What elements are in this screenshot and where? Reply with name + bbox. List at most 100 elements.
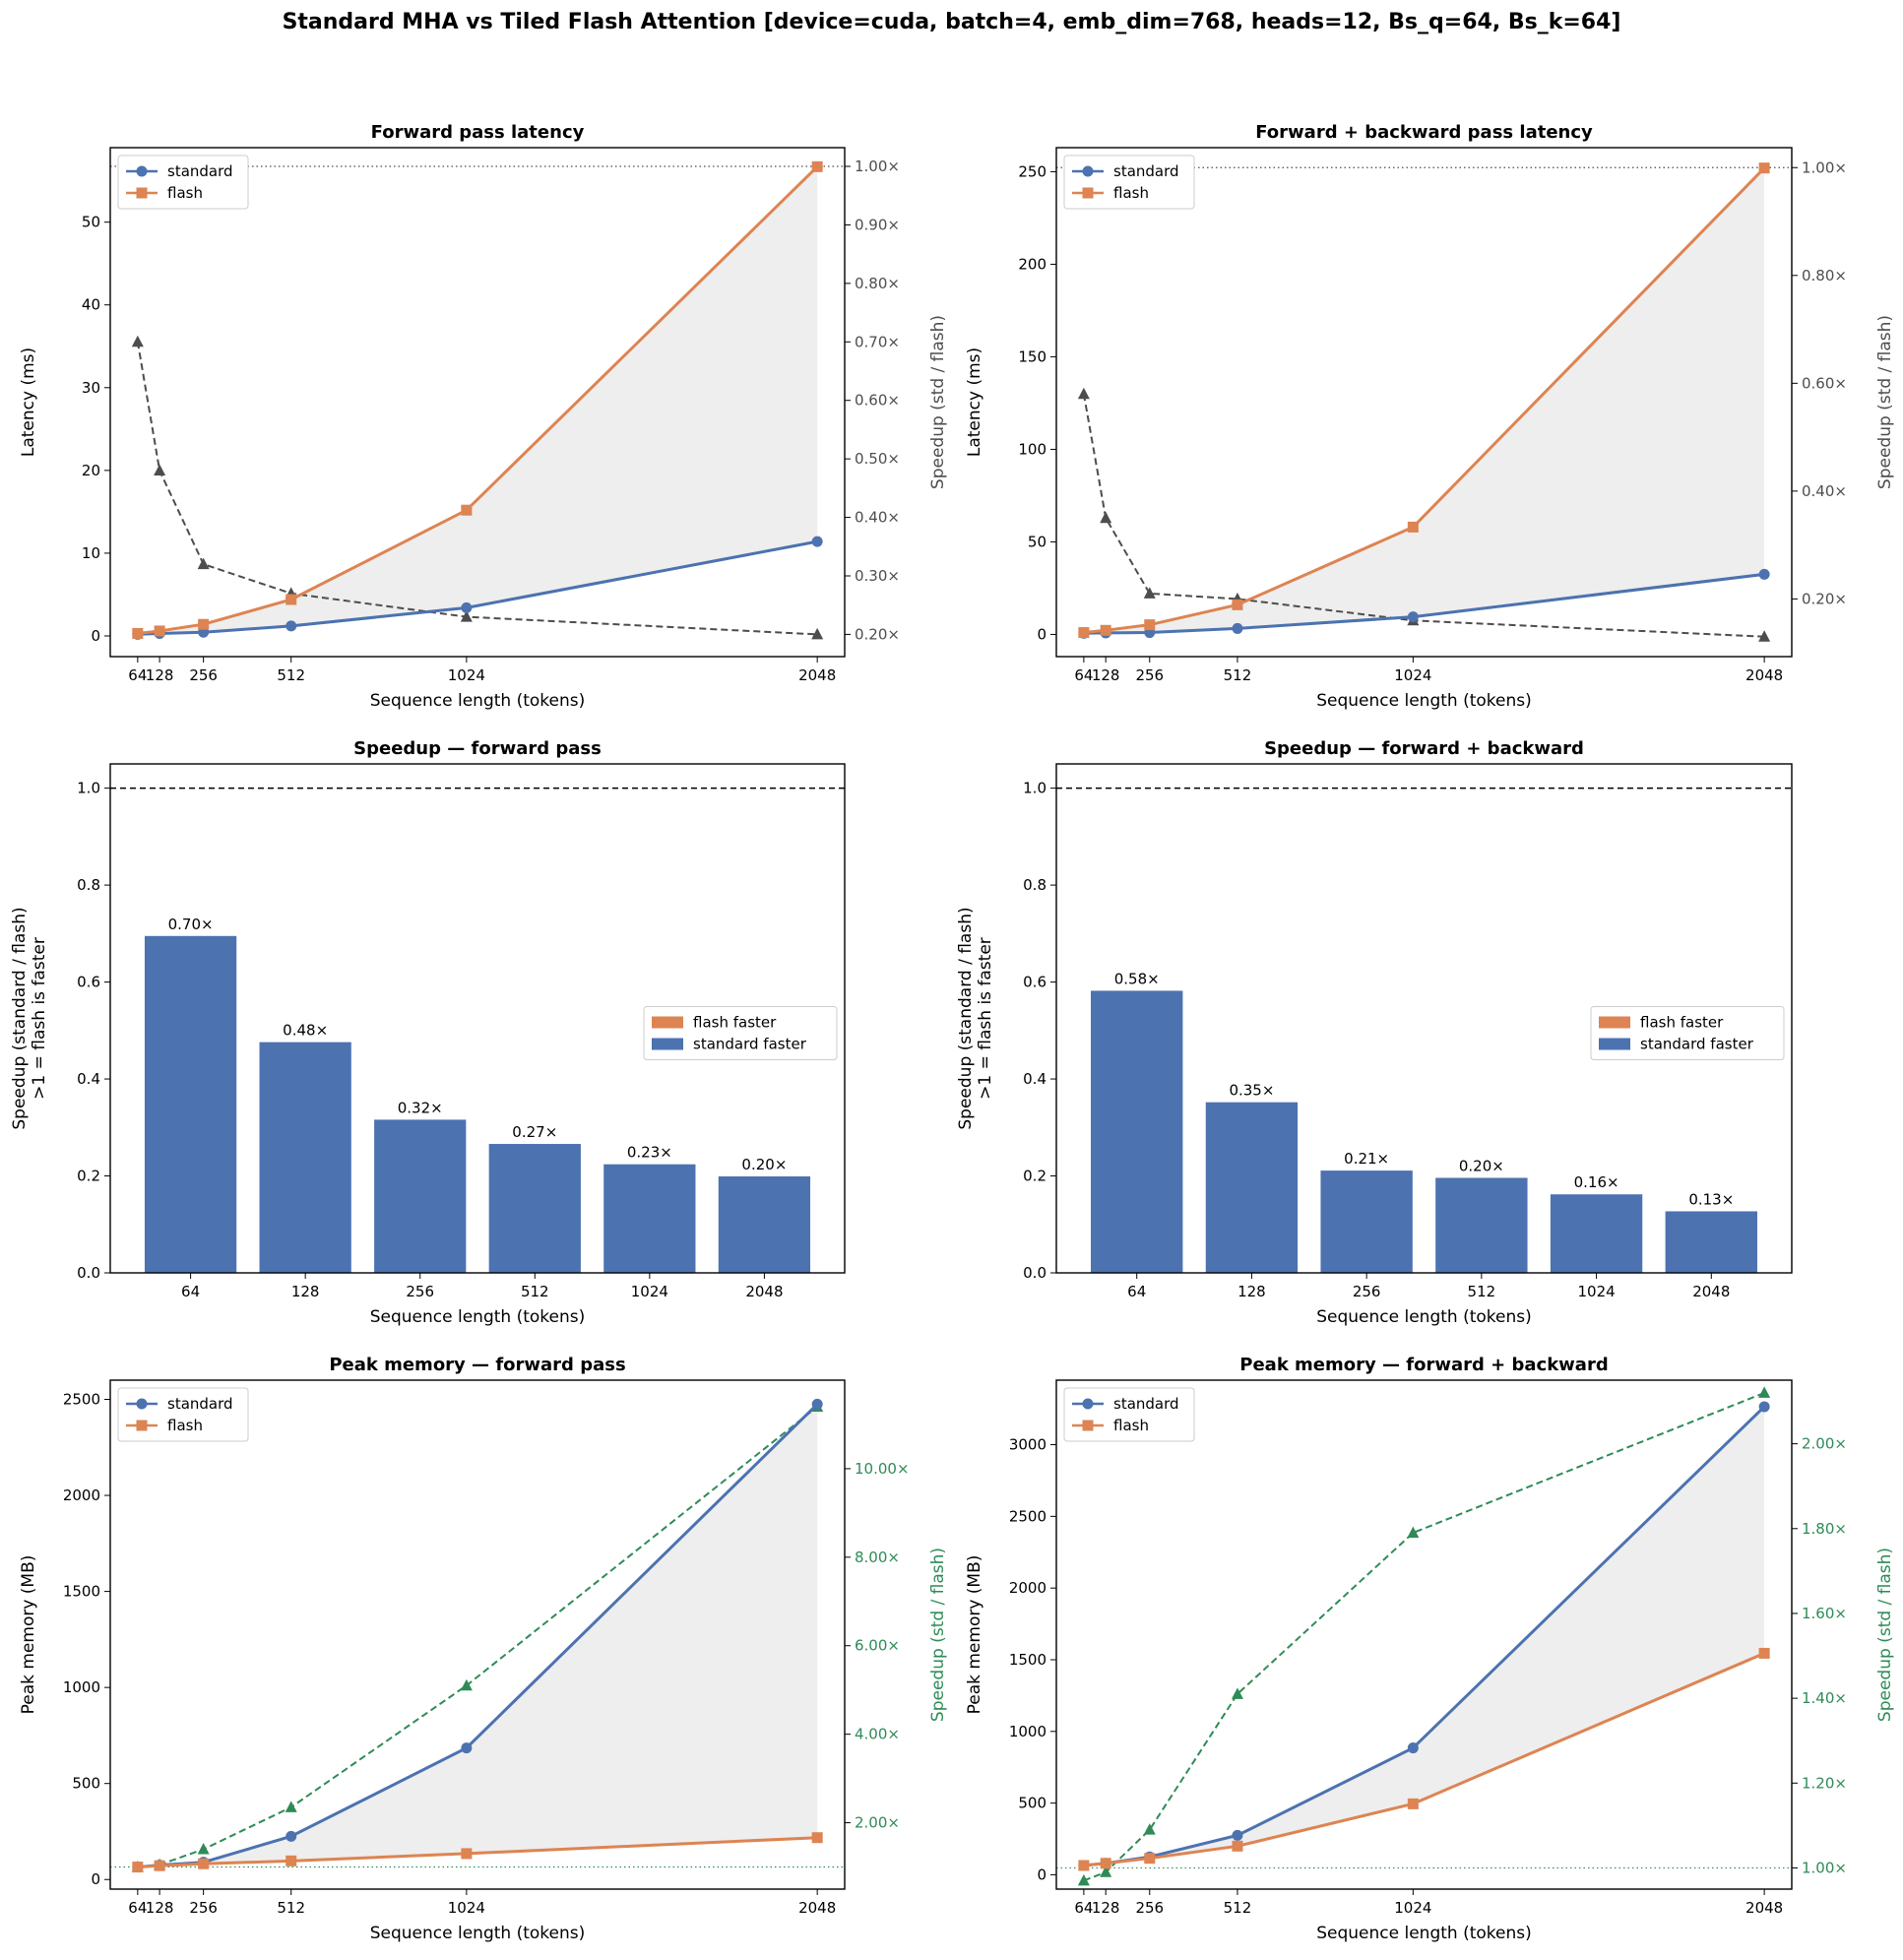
axes-frame (109, 147, 846, 658)
flash-point (132, 1862, 144, 1873)
legend-box (117, 155, 249, 210)
x-tick-label: 2048 (1745, 1899, 1783, 1917)
speedup-bar-512 (488, 1144, 581, 1273)
legend-marker-standard (136, 165, 148, 177)
speedup-bar-128 (1205, 1102, 1299, 1273)
standard-point (811, 536, 823, 547)
flash-point (461, 504, 473, 516)
y2-tick-label: 0.20× (855, 625, 900, 643)
flash-point (461, 1848, 473, 1860)
bar-value-label: 0.20× (1459, 1157, 1504, 1174)
speedup-point (460, 610, 473, 622)
bar-value-label: 0.16× (1574, 1173, 1619, 1191)
x-tick-label: 512 (1468, 1283, 1496, 1300)
x-tick-label: 128 (146, 666, 174, 684)
x-tick-label: 2048 (798, 666, 836, 684)
y-axis-label-secondary: >1 = flash is faster (976, 937, 995, 1100)
speedup-line (1082, 394, 1765, 638)
x-tick-label: 256 (189, 666, 218, 684)
y2-tick-label: 1.00× (1802, 1859, 1847, 1876)
speedup-bar-256 (374, 1119, 467, 1273)
y2-tick-label: 0.40× (855, 509, 900, 527)
y2-tick-label: 1.20× (1802, 1774, 1847, 1792)
speedup-bar-2048 (718, 1176, 811, 1273)
y2-tick-label: 0.80× (855, 275, 900, 292)
y-tick-label: 500 (1018, 1795, 1047, 1812)
y-tick-label: 0.6 (1023, 974, 1047, 991)
y-axis-label: Latency (ms) (19, 348, 38, 457)
y-axis-label: Speedup (standard / flash) (10, 907, 30, 1129)
bar-value-label: 0.20× (741, 1156, 787, 1173)
figure-title: Standard MHA vs Tiled Flash Attention [d… (282, 10, 1621, 34)
y-tick-label: 1.0 (1023, 780, 1047, 797)
y2-axis-label: Speedup (std / flash) (1875, 315, 1895, 489)
y-tick-label: 2000 (1009, 1579, 1047, 1597)
forward-speedup-panel: 0.70× 64 0.48× 128 0.32× 256 0.27× 512 0.23× 1024… (10, 738, 846, 1327)
x-tick-label: 512 (1224, 666, 1252, 684)
y2-tick-label: 0.70× (855, 333, 900, 350)
standard-point (461, 601, 473, 613)
x-tick-label: 1024 (1394, 1899, 1431, 1917)
flash-point (1758, 162, 1770, 174)
axes-frame (109, 1379, 846, 1890)
y2-tick-label: 1.40× (1802, 1689, 1847, 1707)
speedup-bar-64 (1091, 990, 1183, 1273)
y2-tick-label: 0.50× (855, 450, 900, 468)
panel-title: Peak memory — forward + backward (1239, 1355, 1608, 1375)
panel-title: Speedup — forward + backward (1264, 738, 1584, 759)
legend-marker-standard (1082, 1398, 1094, 1410)
flash-point (132, 627, 144, 639)
standard-point (1407, 611, 1419, 623)
speedup-bar-64 (144, 935, 237, 1273)
bar-value-label: 0.70× (168, 916, 214, 933)
flash-point (154, 1860, 165, 1871)
y2-tick-label: 4.00× (855, 1726, 900, 1743)
y-tick-label: 0 (91, 1870, 100, 1888)
panel-title: Forward + backward pass latency (1255, 122, 1593, 143)
legend-label-flash: flash (167, 184, 203, 202)
flash-point (285, 1855, 297, 1866)
flash-point (198, 618, 210, 630)
y2-axis-label: Speedup (std / flash) (928, 315, 948, 489)
y2-tick-label: 6.00× (855, 1637, 900, 1655)
speedup-point (1077, 387, 1090, 400)
y-tick-label: 0.2 (1023, 1168, 1047, 1185)
y-tick-label: 100 (1018, 440, 1047, 458)
y-tick-label: 2500 (63, 1391, 100, 1409)
x-tick-label: 64 (181, 1283, 200, 1300)
x-tick-label: 256 (1135, 1899, 1164, 1917)
speedup-point (1143, 1823, 1156, 1835)
x-tick-label: 256 (1353, 1283, 1381, 1300)
speedup-point (1758, 1386, 1771, 1398)
flash-point (1232, 599, 1243, 610)
gap-shading (137, 166, 818, 635)
flash-point (1407, 521, 1419, 533)
y-tick-label: 0.8 (1023, 876, 1047, 894)
speedup-point (460, 1678, 473, 1691)
x-tick-label: 64 (128, 1899, 147, 1917)
speedup-point (1231, 1687, 1243, 1699)
legend-swatch-standard-faster (652, 1038, 683, 1050)
legend-box (1063, 1387, 1195, 1442)
legend-swatch-standard-faster (1599, 1038, 1630, 1050)
y-tick-label: 0.0 (77, 1264, 100, 1282)
x-tick-label: 64 (1074, 666, 1093, 684)
standard-point (1232, 1829, 1243, 1841)
legend-label-standard: standard (1113, 1395, 1179, 1413)
bar-value-label: 0.58× (1114, 970, 1160, 987)
y-tick-label: 200 (1018, 255, 1047, 273)
y-tick-label: 1500 (63, 1583, 100, 1601)
x-tick-label: 64 (1127, 1283, 1146, 1300)
bar-value-label: 0.13× (1688, 1190, 1734, 1208)
x-tick-label: 2048 (798, 1899, 836, 1917)
y-tick-label: 0 (91, 627, 100, 645)
legend-box (1063, 155, 1195, 210)
y2-tick-label: 1.60× (1802, 1605, 1847, 1622)
legend-marker-standard (136, 1398, 148, 1410)
y-tick-label: 40 (82, 296, 100, 314)
y-tick-label: 50 (82, 214, 100, 231)
